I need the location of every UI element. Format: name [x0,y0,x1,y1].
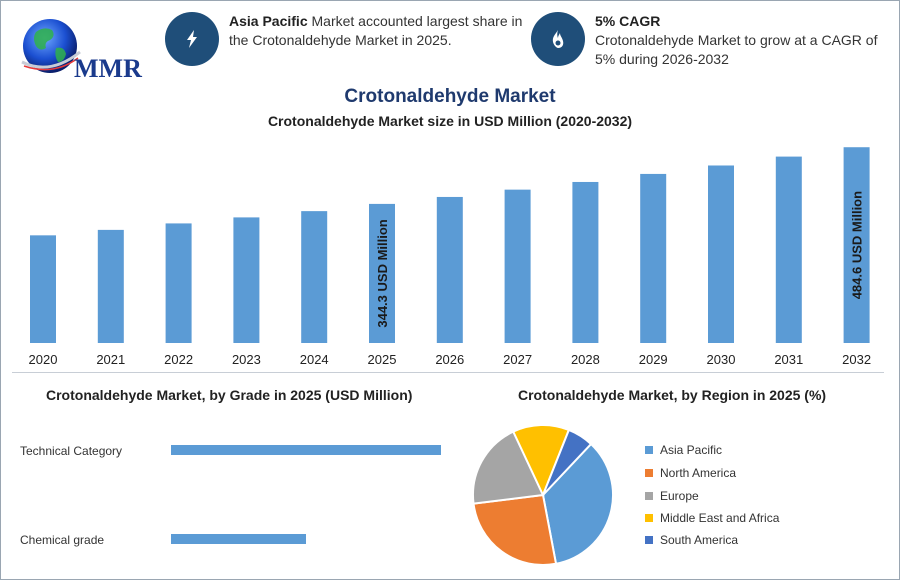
x-tick-2025: 2025 [368,352,397,367]
pie-slice-north-america [472,493,558,566]
legend-label: South America [660,533,739,547]
bar-2029 [640,173,667,343]
legend-swatch [645,492,653,500]
legend-swatch [645,536,653,544]
bar-2028 [572,181,599,343]
lightning-icon [187,30,197,48]
legend-label: Europe [660,489,699,503]
x-tick-2029: 2029 [639,352,668,367]
x-tick-2022: 2022 [164,352,193,367]
grade-label-chemical: Chemical grade [20,533,105,547]
legend-south-america: South America [645,533,738,547]
legend-asia-pacific: Asia Pacific [645,443,722,457]
x-tick-2031: 2031 [774,352,803,367]
flame-icon [552,30,564,48]
kpi-cagr: 5% CAGR Crotonaldehyde Market to grow at … [531,12,886,69]
x-tick-2020: 2020 [29,352,58,367]
legend-label: Middle East and Africa [660,511,780,525]
legend-swatch [645,446,653,454]
legend-swatch [645,469,653,477]
kpi-text: Asia Pacific Market accounted largest sh… [229,12,525,50]
bar-2024 [301,211,328,343]
pie-slice-asia-pacific [541,442,614,565]
pie-slice-middle-east-africa [511,424,571,498]
kpi-circle [165,12,219,66]
bar-2030 [708,165,734,343]
x-tick-2028: 2028 [571,352,600,367]
x-tick-2023: 2023 [232,352,261,367]
grade-bar-chemical [171,534,306,544]
kpi-desc: Crotonaldehyde Market to grow at a CAGR … [595,32,878,67]
mmr-logo: MMR [14,14,142,83]
region-chart-title: Crotonaldehyde Market, by Region in 2025… [518,387,827,403]
legend-europe: Europe [645,489,699,503]
bar-2031 [775,156,802,343]
kpi-bold: 5% CAGR [595,13,661,29]
kpi-desc: Market accounted largest share in the Cr… [229,13,523,48]
globe-icon [21,19,81,73]
x-tick-2021: 2021 [96,352,125,367]
x-tick-2026: 2026 [435,352,464,367]
bar-2022 [165,223,192,343]
x-tick-2024: 2024 [300,352,329,367]
bar-2032 [843,147,870,343]
chart-subtitle: Crotonaldehyde Market size in USD Millio… [267,113,633,129]
data-label-2025: 344.3 USD Million [375,219,390,327]
bar-2025 [369,203,395,343]
legend-middle-east-africa: Middle East and Africa [645,511,779,525]
x-tick-2027: 2027 [503,352,532,367]
region-pie-chart [472,424,614,566]
legend-label: Asia Pacific [660,443,723,457]
grade-chart-title: Crotonaldehyde Market, by Grade in 2025 … [46,387,413,403]
x-tick-2032: 2032 [842,352,871,367]
bar-2023 [233,217,260,343]
pie-slice-south-america [542,428,593,496]
legend-north-america: North America [645,466,736,480]
logo-text: MMR [74,54,142,83]
x-tick-2030: 2030 [707,352,736,367]
bar-2021 [97,229,124,343]
kpi-asia-pacific: Asia Pacific Market accounted largest sh… [165,12,525,66]
grade-bar-technical [171,445,441,455]
legend-label: North America [660,466,737,480]
market-size-bar-chart: 2020 2021 2022 2023 2024 2025 344.3 USD Millio… [29,147,871,367]
legend-swatch [645,514,653,522]
bar-2026 [436,196,463,343]
kpi-circle [531,12,585,66]
data-label-2032: 484.6 USD Million [850,191,865,299]
kpi-text: 5% CAGR Crotonaldehyde Market to grow at … [595,12,886,69]
kpi-bold: Asia Pacific [229,13,308,29]
chart-title: Crotonaldehyde Market [344,86,556,107]
bar-2027 [504,189,531,343]
pie-slice-europe [472,430,545,505]
section-divider [12,372,884,373]
bar-2020 [30,235,56,343]
grade-label-technical: Technical Category [20,444,123,458]
